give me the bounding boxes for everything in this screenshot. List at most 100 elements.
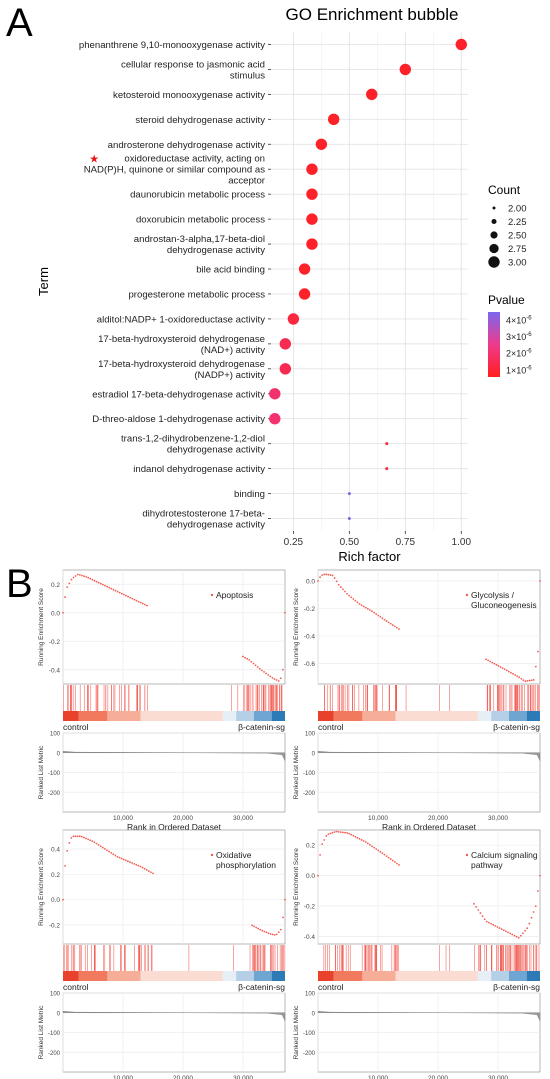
es-point [248, 659, 251, 661]
es-point [331, 831, 334, 834]
es-point [358, 837, 361, 840]
data-point [315, 138, 328, 150]
data-point [366, 88, 378, 101]
es-tick-label: -0.4 [49, 667, 61, 674]
es-point [80, 835, 83, 838]
es-point [348, 832, 351, 835]
gsea-panel: 0.0 -0.2 -0.4 -0.6 Glycolysis /Gluconeogenes… [293, 569, 541, 832]
term-label: stimulus [230, 70, 265, 81]
x-tick-label: 10,000 [368, 1075, 388, 1079]
es-point [325, 835, 328, 837]
es-point [492, 923, 495, 926]
color-bar-label-base: 1×10 [506, 365, 526, 375]
term-label: (NADP+) activity [194, 370, 265, 381]
color-bar-label-exp: -6 [526, 365, 532, 371]
es-point [95, 580, 98, 583]
es-point [379, 850, 382, 853]
es-point [503, 668, 506, 671]
es-point [364, 841, 367, 843]
rank-color-segment [271, 971, 285, 981]
color-bar [488, 312, 500, 377]
metric-axis-label: Ranked List Metric [38, 1005, 45, 1060]
es-point [339, 831, 342, 834]
es-point [72, 576, 75, 579]
es-point [350, 596, 353, 599]
rank-color-segment [491, 711, 509, 721]
es-point [257, 927, 260, 930]
es-point [269, 933, 272, 935]
es-point [396, 862, 398, 865]
es-tick-label: -0.2 [49, 639, 61, 646]
x-tick-label: 1.00 [452, 537, 472, 548]
es-point [284, 898, 286, 901]
es-point [352, 834, 355, 837]
es-axis-label: Running Enrichment Score [38, 848, 45, 926]
es-point [528, 679, 531, 682]
metric-axis-label: Ranked List Metric [293, 1005, 300, 1060]
es-point [333, 831, 336, 833]
rank-color-segment [236, 711, 254, 721]
data-point [279, 338, 292, 350]
color-bar-label-exp: -6 [526, 315, 532, 321]
es-point [279, 928, 282, 931]
es-point [348, 594, 351, 597]
es-axis-label: Running Enrichment Score [38, 588, 45, 666]
x-tick-label: 10,000 [368, 815, 388, 822]
size-legend-dot [491, 218, 497, 225]
es-point [91, 840, 94, 843]
es-point [360, 839, 363, 841]
es-tick-label: -0.2 [49, 923, 61, 930]
es-point [131, 597, 134, 600]
es-point [477, 909, 480, 911]
es-tick-label: 0.4 [51, 847, 60, 854]
es-point [74, 835, 77, 838]
size-legend-label: 3.00 [508, 258, 527, 269]
es-point [317, 580, 319, 582]
es-point [76, 573, 79, 576]
rank-color-segment [63, 971, 79, 981]
metric-tick-label: -200 [303, 1051, 316, 1057]
es-point [483, 918, 486, 921]
rank-color-segment [140, 711, 223, 721]
rank-color-segment [395, 711, 478, 721]
left-group-label: control [63, 722, 89, 732]
es-point [139, 865, 142, 868]
es-point [522, 679, 525, 682]
es-point [135, 599, 138, 602]
term-label: progesterone metabolic process [128, 289, 265, 300]
es-point [391, 624, 394, 626]
es-point [379, 616, 382, 618]
es-point [342, 831, 344, 834]
es-point [246, 657, 249, 660]
metric-tick-label: 100 [305, 992, 316, 998]
es-point [110, 587, 113, 590]
es-point [487, 659, 489, 662]
es-point [267, 932, 270, 935]
es-point [263, 930, 266, 933]
gene-set-label: Calcium signaling [471, 850, 538, 860]
rank-color-segment [78, 711, 108, 721]
es-point [129, 596, 132, 599]
es-point [99, 582, 102, 585]
es-point [518, 676, 521, 679]
es-point [371, 610, 373, 613]
es-point [135, 863, 138, 866]
es-point [141, 602, 144, 605]
legend-dot [210, 853, 214, 857]
x-axis-label: Rank in Ordered Dataset [127, 822, 222, 832]
metric-axis-label: Ranked List Metric [293, 745, 300, 800]
star-icon: ★ [89, 154, 99, 166]
es-point [143, 867, 146, 870]
es-point [259, 928, 262, 931]
es-point [319, 576, 321, 579]
x-tick-label: 20,000 [173, 1075, 193, 1079]
es-point [118, 591, 121, 594]
data-point [385, 467, 389, 471]
rank-color-segment [63, 711, 79, 721]
es-point [261, 929, 264, 932]
data-point [269, 388, 281, 400]
es-point [62, 611, 64, 614]
rank-color-segment [271, 711, 285, 721]
term-label: phenanthrene 9,10-monooxygenase activity [79, 40, 265, 51]
